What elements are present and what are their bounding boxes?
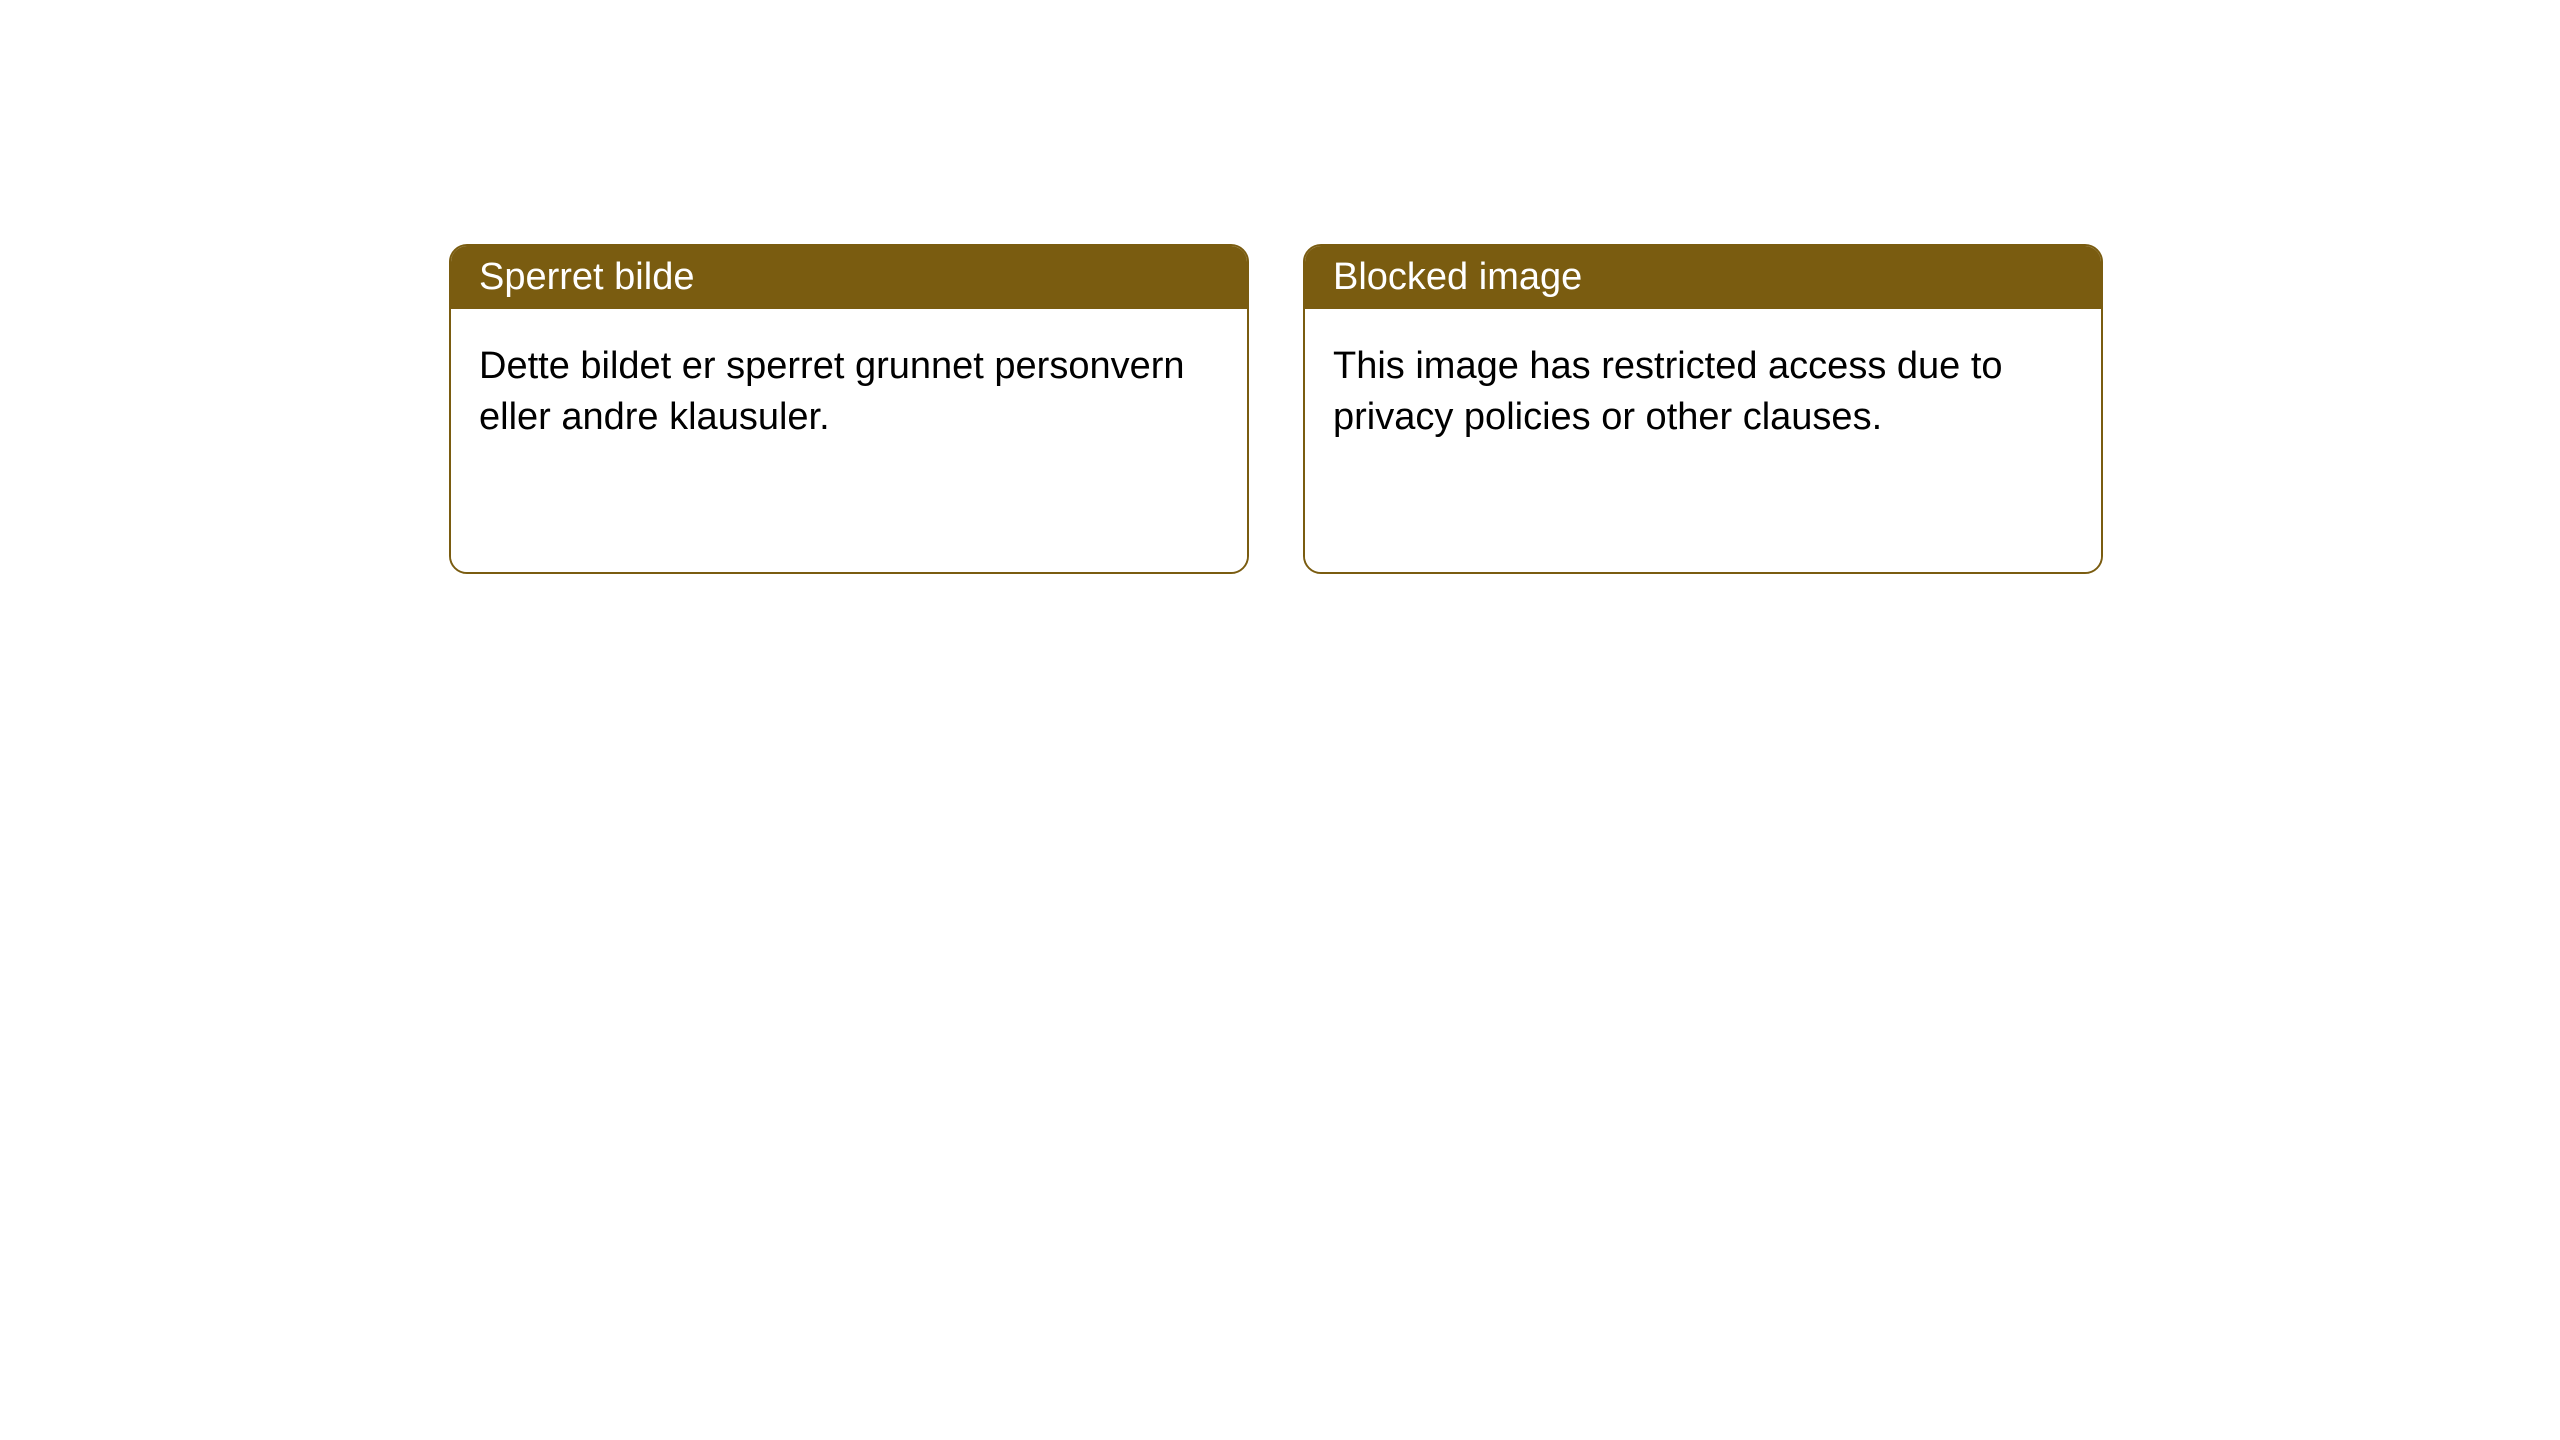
notice-card-english: Blocked image This image has restricted …: [1303, 244, 2103, 574]
notice-card-body: Dette bildet er sperret grunnet personve…: [451, 309, 1247, 572]
notice-container: Sperret bilde Dette bildet er sperret gr…: [449, 244, 2103, 574]
notice-card-body: This image has restricted access due to …: [1305, 309, 2101, 572]
notice-card-norwegian: Sperret bilde Dette bildet er sperret gr…: [449, 244, 1249, 574]
notice-card-title: Blocked image: [1305, 246, 2101, 309]
notice-card-title: Sperret bilde: [451, 246, 1247, 309]
